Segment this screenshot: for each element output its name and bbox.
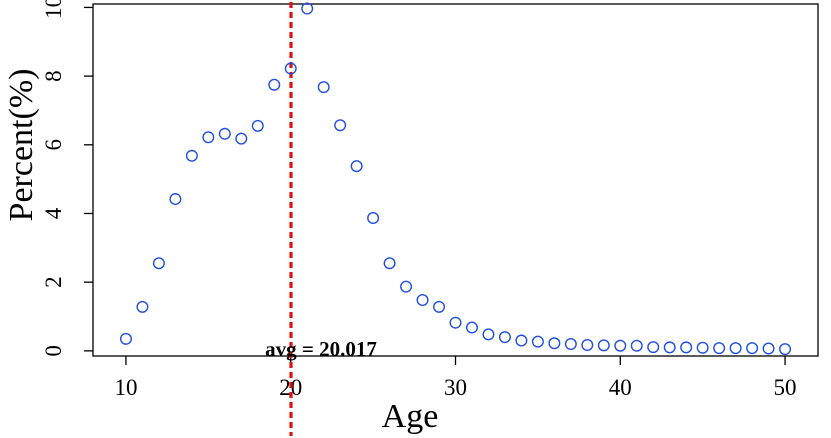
data-point bbox=[235, 132, 248, 145]
data-point bbox=[713, 342, 726, 355]
data-point bbox=[614, 339, 627, 352]
data-point bbox=[169, 193, 182, 206]
data-point bbox=[185, 149, 198, 162]
data-point bbox=[136, 300, 149, 313]
data-point bbox=[383, 257, 396, 270]
data-point bbox=[630, 339, 643, 352]
data-point bbox=[251, 119, 264, 132]
data-point bbox=[696, 341, 709, 354]
data-point bbox=[482, 328, 495, 341]
data-point bbox=[597, 339, 610, 352]
data-point bbox=[268, 78, 281, 91]
data-point bbox=[564, 337, 577, 350]
x-tick-label: 30 bbox=[444, 375, 467, 400]
data-point bbox=[729, 342, 742, 355]
data-point bbox=[152, 257, 165, 270]
data-point bbox=[548, 337, 561, 350]
y-tick-label: 0 bbox=[41, 345, 66, 357]
data-point bbox=[119, 332, 132, 345]
data-point bbox=[498, 331, 511, 344]
data-point bbox=[433, 300, 446, 313]
data-point bbox=[663, 341, 676, 354]
data-point bbox=[202, 131, 215, 144]
data-point bbox=[400, 280, 413, 293]
data-point bbox=[317, 81, 330, 94]
x-axis-title: Age bbox=[382, 398, 439, 435]
data-point bbox=[647, 341, 660, 354]
y-tick-label: 8 bbox=[41, 70, 66, 82]
data-point bbox=[301, 2, 314, 15]
data-point bbox=[334, 119, 347, 132]
plot-area: 10203040500246810avg = 20.017 bbox=[41, 0, 819, 436]
data-point bbox=[367, 211, 380, 224]
x-tick-label: 50 bbox=[774, 375, 797, 400]
data-point bbox=[350, 160, 363, 173]
data-point bbox=[515, 334, 528, 347]
y-tick-label: 2 bbox=[41, 276, 66, 288]
data-point bbox=[762, 342, 775, 355]
y-axis-title: Percent(%) bbox=[3, 69, 40, 222]
data-point bbox=[465, 321, 478, 334]
y-tick-label: 10 bbox=[41, 0, 66, 19]
data-point bbox=[531, 335, 544, 348]
data-point bbox=[581, 339, 594, 352]
data-point bbox=[779, 343, 792, 356]
data-point bbox=[746, 342, 759, 355]
y-tick-label: 4 bbox=[41, 207, 66, 219]
data-point bbox=[680, 341, 693, 354]
data-point bbox=[449, 316, 462, 329]
average-annotation: avg = 20.017 bbox=[265, 337, 377, 361]
plot-frame bbox=[92, 3, 819, 357]
data-point bbox=[218, 127, 231, 140]
x-tick-label: 40 bbox=[609, 375, 632, 400]
y-tick-label: 6 bbox=[41, 139, 66, 151]
data-point bbox=[284, 62, 297, 75]
x-tick-label: 10 bbox=[114, 375, 137, 400]
data-point bbox=[416, 294, 429, 307]
